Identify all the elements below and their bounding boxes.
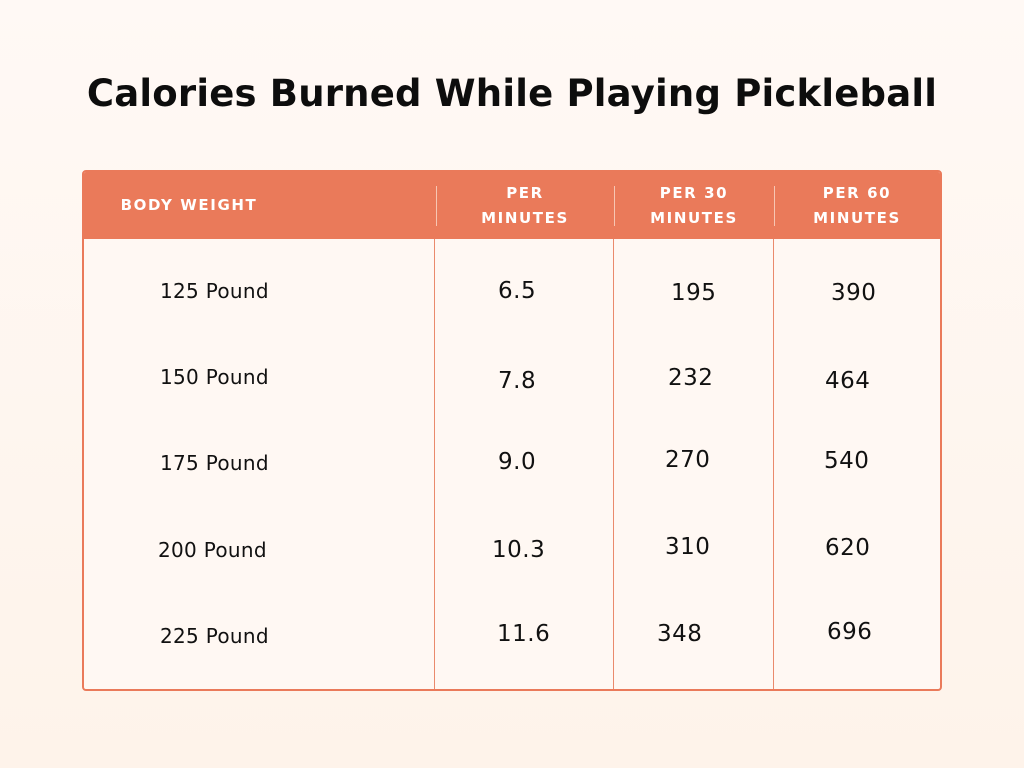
header-per-60-minutes: PER 60 MINUTES <box>813 183 901 227</box>
header-divider <box>436 186 437 226</box>
header-per-minutes: PER MINUTES <box>481 183 569 227</box>
table-cell-per-60: 696 <box>827 619 873 645</box>
table-header: BODY WEIGHT PER MINUTES PER 30 MINUTES P… <box>84 172 940 239</box>
table-cell-per-60: 464 <box>825 368 871 394</box>
header-body-weight: BODY WEIGHT <box>120 196 258 214</box>
table-cell-per-60: 540 <box>824 448 870 474</box>
column-divider <box>773 239 774 689</box>
calories-table: BODY WEIGHT PER MINUTES PER 30 MINUTES P… <box>82 170 942 691</box>
header-divider <box>774 186 775 226</box>
header-divider <box>614 186 615 226</box>
table-cell-per-60: 620 <box>825 535 871 561</box>
table-cell-per-30: 195 <box>671 280 717 306</box>
header-per-30-minutes: PER 30 MINUTES <box>650 183 738 227</box>
table-cell-per-minute: 10.3 <box>492 537 546 563</box>
table-cell-weight: 200 Pound <box>158 538 267 562</box>
table-cell-per-minute: 6.5 <box>498 278 537 304</box>
table-cell-per-30: 310 <box>665 534 711 560</box>
table-cell-per-60: 390 <box>831 280 877 306</box>
page-title: Calories Burned While Playing Pickleball <box>86 72 938 115</box>
column-divider <box>434 239 435 689</box>
column-divider <box>613 239 614 689</box>
table-cell-per-minute: 7.8 <box>498 368 537 394</box>
table-cell-weight: 225 Pound <box>160 624 269 648</box>
table-cell-weight: 150 Pound <box>160 365 269 389</box>
table-cell-per-30: 270 <box>665 447 711 473</box>
table-cell-per-minute: 9.0 <box>498 449 537 475</box>
table-cell-per-30: 232 <box>668 365 714 391</box>
table-cell-weight: 125 Pound <box>160 279 269 303</box>
table-cell-per-minute: 11.6 <box>497 621 551 647</box>
table-cell-weight: 175 Pound <box>160 451 269 475</box>
table-cell-per-30: 348 <box>657 621 703 647</box>
